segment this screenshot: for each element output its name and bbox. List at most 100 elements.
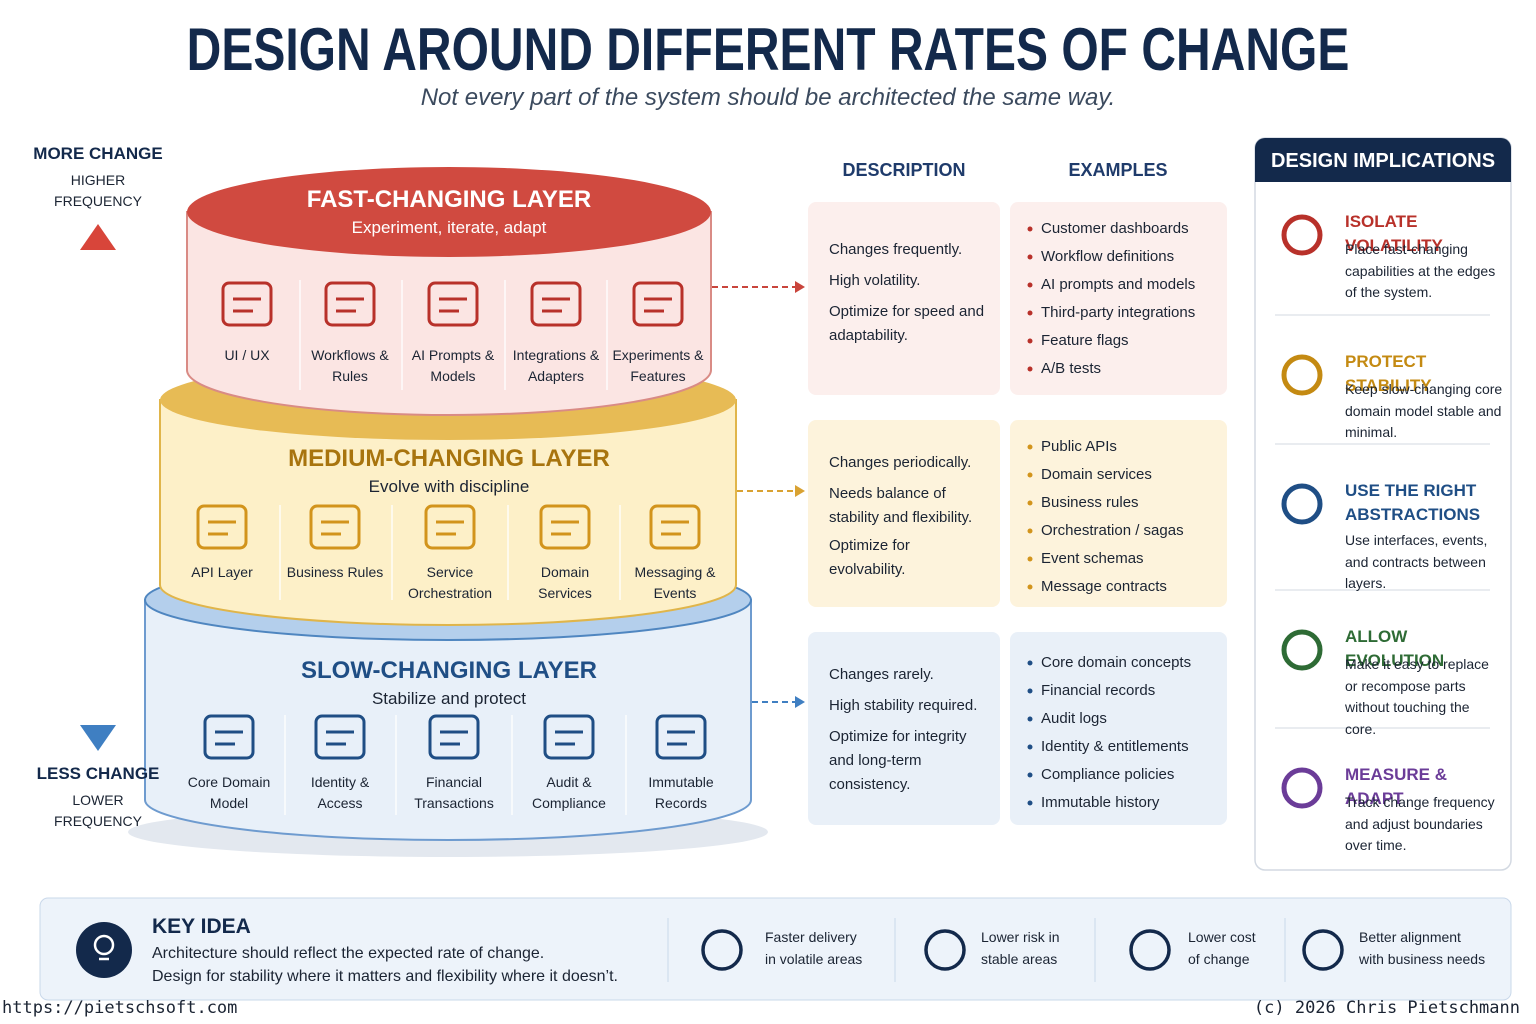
axis-top: MORE CHANGE (33, 144, 163, 163)
layer-tagline: Stabilize and protect (371, 689, 527, 708)
bullet (1027, 528, 1033, 534)
benefit-icon (1129, 929, 1171, 971)
example: Workflow definitions (1041, 248, 1175, 265)
connector-head (795, 281, 805, 293)
implication-icon (1281, 354, 1323, 396)
bulb-icon (93, 934, 115, 956)
description: High stability required. (829, 697, 978, 714)
bullet (1027, 660, 1033, 666)
item-icon (530, 281, 582, 327)
implication-icon (1281, 629, 1323, 671)
item-icon (543, 714, 595, 760)
item-icon (427, 281, 479, 327)
column-header: EXAMPLES (1068, 160, 1168, 180)
panel (1010, 632, 1227, 825)
panel (808, 632, 1000, 825)
bullet (1027, 472, 1033, 478)
benefit-text: of change (1188, 951, 1250, 967)
bullet (1027, 772, 1033, 778)
item-icon (428, 714, 480, 760)
implication-icon (1281, 214, 1323, 256)
item-label: Audit & Compliance (532, 774, 606, 811)
footer-copyright: (c) 2026 Chris Pietschmann (1253, 998, 1520, 1018)
bullet (1027, 282, 1033, 288)
benefit-text: stable areas (981, 951, 1058, 967)
implication-text: Place fast-changing capabilities at the … (1345, 241, 1496, 300)
example: Compliance policies (1041, 766, 1175, 783)
connector-head (795, 485, 805, 497)
subtitle: Not every part of the system should be a… (420, 84, 1116, 111)
description: Optimize for evolvability. (829, 537, 910, 578)
implication-text: Keep slow-changing core domain model sta… (1345, 381, 1503, 440)
bullet (1027, 744, 1033, 750)
layer-title: MEDIUM-CHANGING LAYER (288, 445, 610, 472)
item-icon (324, 281, 376, 327)
medium-cylinder (159, 399, 737, 626)
item-icon (196, 504, 248, 550)
item-label: Financial Transactions (414, 774, 494, 811)
bullet (1027, 688, 1033, 694)
fast-cylinder (186, 211, 712, 416)
item-label: Integrations & Adapters (512, 347, 600, 384)
description: Needs balance of stability and flexibili… (829, 485, 973, 526)
benefit-text: Lower cost (1188, 929, 1256, 945)
example: Public APIs (1041, 438, 1117, 455)
item-label: Experiments & Features (612, 347, 704, 384)
implication-icon (1281, 483, 1323, 525)
benefit-text: with business needs (1359, 951, 1486, 967)
description: Changes periodically. (829, 454, 972, 471)
panel (1010, 420, 1227, 607)
implication-title: USE THE RIGHT ABSTRACTIONS (1345, 481, 1481, 524)
example: A/B tests (1041, 360, 1102, 377)
example: Immutable history (1041, 794, 1160, 811)
item-label: Workflows & Rules (311, 347, 389, 384)
example: Event schemas (1041, 550, 1144, 567)
implications-title: DESIGN IMPLICATIONS (1270, 150, 1496, 172)
benefit-icon (924, 929, 966, 971)
description: Optimize for integrity and long-term con… (829, 728, 967, 793)
benefit-text: Lower risk in (981, 929, 1060, 945)
item-icon (632, 281, 684, 327)
benefit-text: Better alignment (1359, 929, 1461, 945)
bullet (1027, 716, 1033, 722)
bullet (1027, 800, 1033, 806)
example: Identity & entitlements (1041, 738, 1189, 755)
item-icon (539, 504, 591, 550)
arrow-head (80, 224, 116, 250)
layer-tagline: Experiment, iterate, adapt (351, 218, 547, 237)
key-idea-title: KEY IDEA (152, 915, 251, 938)
item-icon (309, 504, 361, 550)
description: Optimize for speed and adaptability. (829, 303, 985, 344)
implication-icon (1281, 767, 1323, 809)
example: Message contracts (1041, 578, 1167, 595)
panel (1010, 202, 1227, 395)
example: Domain services (1041, 466, 1152, 483)
bullet (1027, 366, 1033, 372)
example: Business rules (1041, 494, 1139, 511)
description: High volatility. (829, 272, 921, 289)
example: Third-party integrations (1041, 304, 1196, 321)
item-label: Messaging & Events (634, 564, 716, 601)
item-label: AI Prompts & Models (411, 347, 495, 384)
bullet (1027, 500, 1033, 506)
implication-title: PROTECT STABILITY (1345, 352, 1432, 395)
layer-tagline: Evolve with discipline (368, 477, 530, 496)
implications-header (1255, 138, 1511, 182)
item-label: Service Orchestration (407, 564, 493, 601)
layer-title: FAST-CHANGING LAYER (306, 186, 592, 213)
item-icon (655, 714, 707, 760)
item-icon (424, 504, 476, 550)
description: Changes rarely. (829, 666, 934, 683)
panel (808, 420, 1000, 607)
connector-head (795, 696, 805, 708)
bulb-icon (76, 922, 132, 978)
key-idea-box (39, 897, 1512, 1001)
axis-note: FREQUENCY (54, 813, 142, 829)
example: Financial records (1041, 682, 1156, 699)
item-label: UI / UX (224, 347, 270, 363)
implication-text: Use interfaces, events, and contracts be… (1345, 532, 1488, 591)
benefit-text: Faster delivery (765, 929, 857, 945)
slow-cylinder (144, 599, 752, 841)
